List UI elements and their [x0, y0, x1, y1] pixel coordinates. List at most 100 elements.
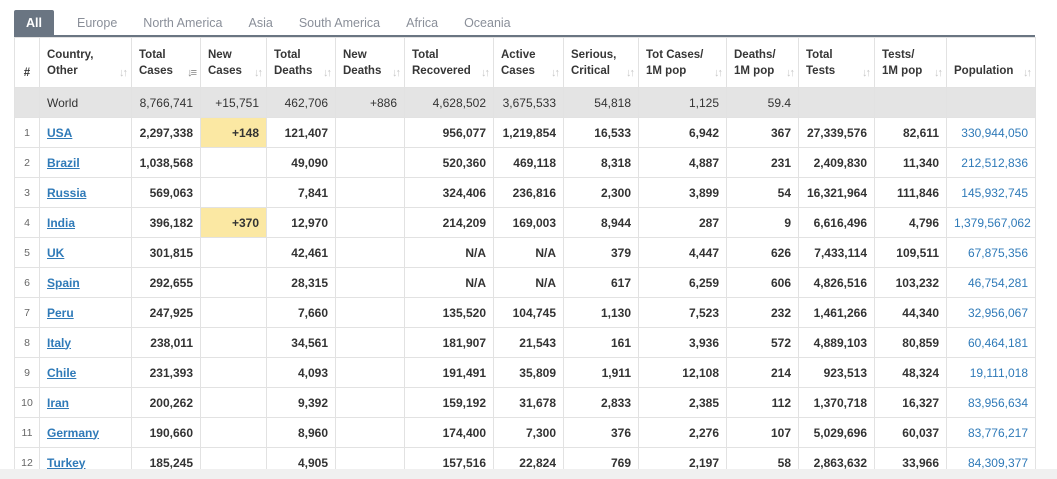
column-header-total-tests[interactable]: Total Tests ↓↑	[798, 37, 875, 88]
sort-arrows-icon[interactable]: ↓↑	[862, 67, 871, 79]
cell-tests-per-million: 48,324	[874, 357, 947, 388]
column-header-total-recovered[interactable]: Total Recovered ↓↑	[404, 37, 494, 88]
cell-index: 11	[14, 417, 40, 448]
sort-arrows-icon[interactable]: ↓↑	[786, 67, 795, 79]
cell-cases-per-million: 12,108	[638, 357, 727, 388]
table-row: 7 Peru 247,925 7,660 135,520 104,745 1,130 7,52…	[14, 297, 1036, 328]
country-link[interactable]: Spain	[47, 275, 80, 290]
column-header-line2: Other	[47, 64, 78, 77]
country-link[interactable]: Turkey	[47, 455, 86, 470]
cell-deaths-per-million: 59.4	[726, 87, 799, 118]
horizontal-scrollbar[interactable]	[0, 469, 1057, 479]
cell-index: 1	[14, 117, 40, 148]
cell-new-cases: +148	[200, 117, 267, 148]
cell-country: Italy	[39, 327, 132, 358]
column-header-deaths-per-million[interactable]: Deaths/1M pop ↓↑	[726, 37, 799, 88]
sort-arrows-icon[interactable]: ↓↑	[626, 67, 635, 79]
cell-index: 9	[14, 357, 40, 388]
tab-north-america[interactable]: North America	[143, 16, 223, 30]
country-link[interactable]: Iran	[47, 395, 70, 410]
country-link[interactable]: Russia	[47, 185, 87, 200]
column-header-population[interactable]: Population ↓↑	[946, 37, 1036, 88]
column-header-line2: Population	[954, 64, 1014, 77]
column-header-total-deaths[interactable]: Total Deaths ↓↑	[266, 37, 336, 88]
column-header-country[interactable]: Country, Other ↓↑	[39, 37, 132, 88]
column-header-line1: Country,	[47, 48, 94, 61]
cell-active-cases: 35,809	[493, 357, 564, 388]
cell-total-recovered: N/A	[404, 237, 494, 268]
cell-total-recovered: N/A	[404, 267, 494, 298]
country-link[interactable]: Italy	[47, 335, 72, 350]
world-row: World 8,766,741 +15,751 462,706 +886 4,628,50…	[14, 87, 1036, 118]
cell-cases-per-million: 3,936	[638, 327, 727, 358]
cell-cases-per-million: 2,385	[638, 387, 727, 418]
cell-total-deaths: 42,461	[266, 237, 336, 268]
cell-total-tests: 1,461,266	[798, 297, 875, 328]
country-link[interactable]: USA	[47, 125, 73, 140]
column-header-new-cases[interactable]: New Cases ↓↑	[200, 37, 267, 88]
cell-new-cases	[200, 327, 267, 358]
cell-total-deaths: 7,841	[266, 177, 336, 208]
cell-new-deaths	[335, 237, 405, 268]
column-header-line2: 1M pop	[734, 64, 775, 77]
sort-arrows-icon[interactable]: ↓↑	[392, 67, 401, 79]
sort-arrows-icon[interactable]: ↓↑	[323, 67, 332, 79]
column-header-index[interactable]: #	[14, 37, 40, 88]
cell-new-cases: +370	[200, 207, 267, 238]
sort-arrows-icon[interactable]: ↓↑	[934, 67, 943, 79]
cell-new-cases	[200, 147, 267, 178]
cell-total-recovered: 4,628,502	[404, 87, 494, 118]
column-header-serious-critical[interactable]: Serious, Critical ↓↑	[563, 37, 639, 88]
column-header-total-cases[interactable]: Total Cases ↓≡	[131, 37, 201, 88]
region-tabs: All Europe North America Asia South Amer…	[14, 10, 524, 36]
tab-south-america[interactable]: South America	[298, 16, 381, 30]
cell-serious-critical: 161	[563, 327, 639, 358]
cell-deaths-per-million: 232	[726, 297, 799, 328]
cell-deaths-per-million: 606	[726, 267, 799, 298]
sort-arrows-icon[interactable]: ↓↑	[254, 67, 263, 79]
tab-asia[interactable]: Asia	[248, 16, 273, 30]
sort-arrows-icon[interactable]: ↓↑	[1023, 67, 1032, 79]
cell-new-deaths	[335, 297, 405, 328]
country-link[interactable]: India	[47, 215, 76, 230]
column-header-line1: Tot Cases/	[646, 48, 704, 61]
cell-deaths-per-million: 54	[726, 177, 799, 208]
country-link[interactable]: Peru	[47, 305, 74, 320]
column-header-line2: 1M pop	[882, 64, 923, 77]
tab-all[interactable]: All	[14, 10, 54, 36]
cell-total-cases: 247,925	[131, 297, 201, 328]
tab-africa[interactable]: Africa	[406, 16, 439, 30]
cell-total-cases: 238,011	[131, 327, 201, 358]
cell-new-cases: +15,751	[200, 87, 267, 118]
cell-cases-per-million: 4,447	[638, 237, 727, 268]
tab-oceania[interactable]: Oceania	[464, 16, 511, 30]
column-header-new-deaths[interactable]: New Deaths ↓↑	[335, 37, 405, 88]
cell-serious-critical: 376	[563, 417, 639, 448]
column-header-tests-per-million[interactable]: Tests/1M pop ↓↑	[874, 37, 947, 88]
country-link[interactable]: Germany	[47, 425, 100, 440]
country-link[interactable]: Brazil	[47, 155, 80, 170]
column-header-cases-per-million[interactable]: Tot Cases/1M pop ↓↑	[638, 37, 727, 88]
cell-total-deaths: 12,970	[266, 207, 336, 238]
country-link[interactable]: UK	[47, 245, 65, 260]
cell-active-cases: 31,678	[493, 387, 564, 418]
cell-total-cases: 200,262	[131, 387, 201, 418]
sort-arrows-icon[interactable]: ↓↑	[119, 67, 128, 79]
column-header-line2: Cases	[139, 64, 173, 77]
sort-arrows-icon[interactable]: ↓↑	[714, 67, 723, 79]
cell-serious-critical: 1,130	[563, 297, 639, 328]
cell-deaths-per-million: 214	[726, 357, 799, 388]
cell-cases-per-million: 4,887	[638, 147, 727, 178]
cell-tests-per-million: 16,327	[874, 387, 947, 418]
column-header-line2: Deaths	[274, 64, 313, 77]
cell-new-deaths	[335, 417, 405, 448]
tab-europe[interactable]: Europe	[76, 16, 118, 30]
column-header-active-cases[interactable]: Active Cases ↓↑	[493, 37, 564, 88]
sort-arrows-icon[interactable]: ↓↑	[551, 67, 560, 79]
cell-deaths-per-million: 107	[726, 417, 799, 448]
country-link[interactable]: Chile	[47, 365, 77, 380]
sort-arrows-icon[interactable]: ↓≡	[187, 67, 197, 79]
table-row: 6 Spain 292,655 28,315 N/A N/A 617 6,259 606 4,82…	[14, 267, 1036, 298]
table-row: 3 Russia 569,063 7,841 324,406 236,816 2,300 3,…	[14, 177, 1036, 208]
sort-arrows-icon[interactable]: ↓↑	[481, 67, 490, 79]
